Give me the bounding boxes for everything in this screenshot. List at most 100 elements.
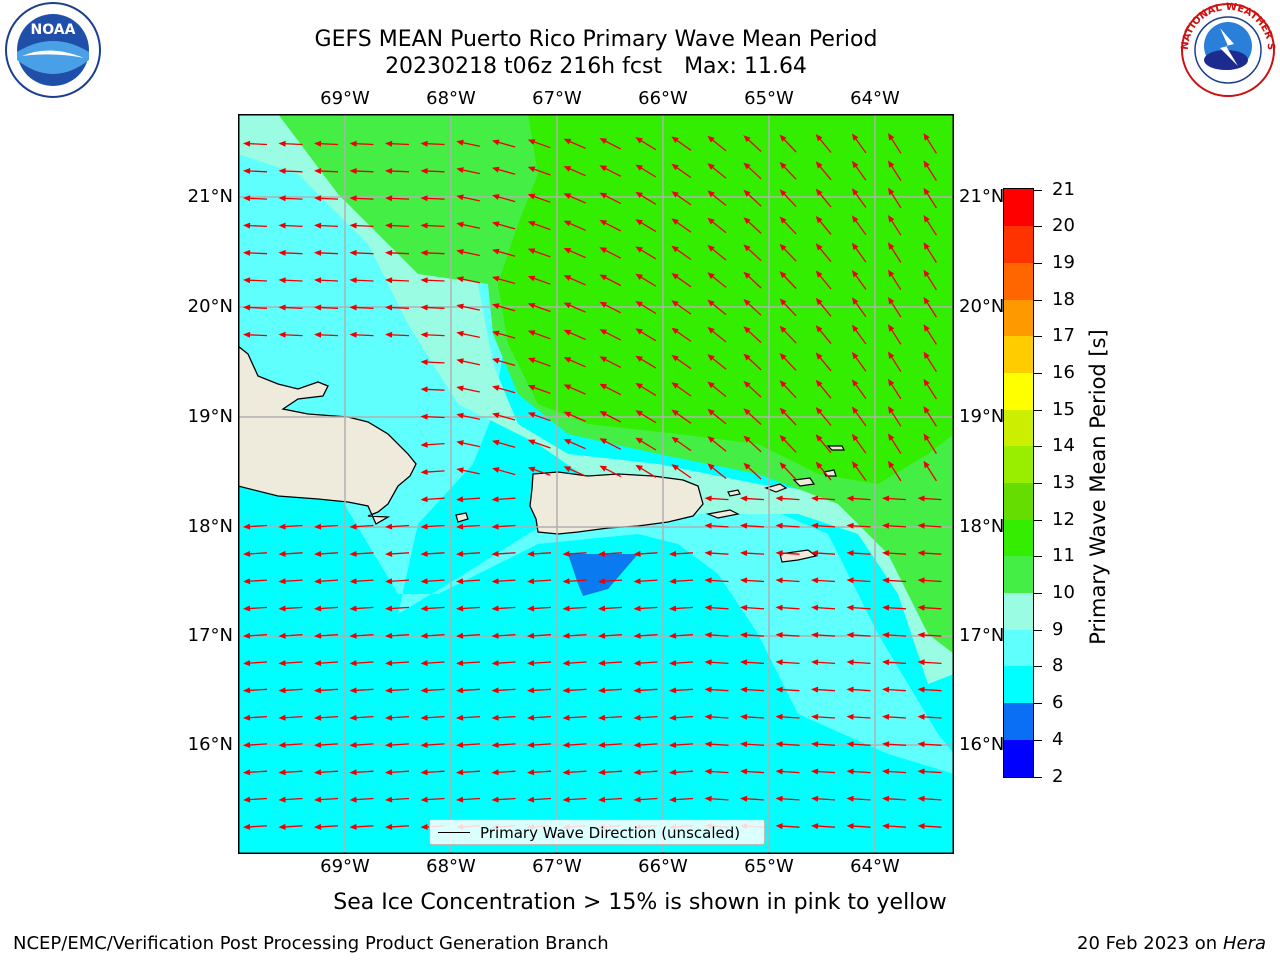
wave-direction-arrowhead [633, 687, 641, 694]
wave-direction-arrowhead [811, 577, 819, 584]
wave-direction-arrowhead [349, 523, 357, 530]
wave-direction-arrowhead [385, 742, 393, 748]
wave-direction-arrowhead [888, 406, 895, 414]
wave-direction-arrowhead [491, 632, 499, 639]
wave-direction-arrowhead [563, 466, 572, 472]
lon-label-bottom: 66°W [638, 856, 688, 877]
wave-direction-arrowhead [599, 219, 607, 226]
wave-direction-arrowhead [633, 660, 641, 667]
map-frame [238, 114, 954, 854]
wave-direction-arrowhead [846, 577, 854, 584]
colorbar-tick-label: 2 [1052, 765, 1064, 787]
lat-label-left: 17°N [187, 625, 233, 646]
colorbar-segment [1004, 299, 1033, 337]
wave-direction-arrowhead [349, 632, 357, 639]
wave-direction-arrowhead [633, 796, 641, 803]
wave-direction-arrowhead [917, 495, 925, 502]
wave-direction-arrowhead [314, 769, 322, 776]
colorbar-tick [1034, 336, 1042, 338]
colorbar-tick-label: 11 [1052, 545, 1075, 567]
wave-direction-arrowhead [314, 195, 322, 202]
wave-direction-arrowhead [671, 273, 679, 280]
wave-direction-arrowhead [815, 352, 823, 360]
wave-direction-arrowhead [278, 714, 286, 721]
colorbar-tick [1034, 409, 1042, 411]
wave-direction-arrowhead [923, 215, 930, 223]
lon-label-bottom: 65°W [744, 856, 794, 877]
colorbar-segment [1004, 519, 1033, 557]
wave-direction-arrowhead [743, 435, 751, 443]
wave-direction-arrowhead [923, 378, 930, 387]
wave-direction-arrowhead [707, 272, 715, 280]
wave-direction-arrowhead [888, 160, 895, 168]
wave-direction-arrowhead [846, 604, 854, 611]
colorbar-tick-label: 14 [1052, 435, 1075, 457]
map-canvas [238, 114, 954, 854]
wave-direction-arrowhead [917, 686, 925, 693]
wave-direction-arrowhead [815, 325, 823, 333]
wave-direction-arrowhead [243, 168, 251, 174]
wave-direction-arrowhead [349, 605, 357, 612]
wave-direction-arrowhead [811, 550, 819, 557]
wave-direction-arrowhead [456, 440, 464, 446]
wave-direction-arrowhead [846, 495, 854, 502]
wave-direction-arrowhead [420, 687, 428, 694]
wave-direction-arrowhead [563, 411, 572, 418]
wave-direction-arrowhead [314, 823, 322, 830]
lon-label-top: 67°W [532, 88, 582, 109]
wave-direction-arrowhead [278, 632, 286, 639]
wave-direction-arrowhead [888, 351, 895, 359]
wave-direction-arrowhead [385, 823, 393, 830]
wave-direction-arrowhead [527, 166, 536, 173]
wave-direction-arrowhead [562, 632, 570, 639]
wave-direction-arrowhead [314, 550, 322, 557]
wave-direction-arrowhead [243, 304, 251, 311]
colorbar-tick [1034, 483, 1042, 484]
wave-direction-arrowhead [562, 550, 570, 557]
lon-label-bottom: 67°W [532, 856, 582, 877]
wave-direction-arrowhead [740, 495, 748, 502]
wave-direction-arrowhead [815, 297, 823, 306]
footer-date: 20 Feb 2023 on [1077, 933, 1218, 954]
map-title-line1: GEFS MEAN Puerto Rico Primary Wave Mean … [314, 27, 878, 52]
wave-direction-arrowhead [743, 462, 751, 470]
wave-direction-arrowhead [775, 713, 783, 720]
wave-direction-arrowhead [385, 195, 393, 202]
wave-direction-arrowhead [385, 277, 393, 284]
wave-direction-arrowhead [707, 190, 715, 198]
wave-direction-arrowhead [243, 523, 251, 530]
wave-direction-arrowhead [599, 411, 607, 417]
wave-direction-arrowhead [278, 660, 286, 667]
wave-direction-arrowhead [420, 523, 428, 530]
wave-direction-arrowhead [420, 359, 428, 366]
wave-direction-arrowhead [349, 331, 357, 338]
wave-direction-arrowhead [385, 660, 393, 667]
wave-direction-arrowhead [888, 433, 895, 441]
wave-direction-arrowhead [243, 605, 251, 612]
wave-direction-arrowhead [420, 195, 428, 202]
wave-direction-arrowhead [846, 713, 854, 720]
wave-direction-arrowhead [779, 271, 787, 279]
wave-direction-arrowhead [671, 218, 679, 225]
wave-direction-arrowhead [779, 380, 787, 388]
wave-direction-arrowhead [598, 605, 606, 612]
vieques-island [705, 509, 740, 519]
wave-direction-arrowhead [349, 550, 357, 557]
wave-direction-arrowhead [882, 550, 890, 557]
wave-direction-arrowhead [491, 687, 499, 694]
lat-label-left: 19°N [187, 406, 233, 427]
wave-direction-arrowhead [882, 522, 890, 529]
wave-direction-arrowhead [704, 495, 712, 502]
wave-direction-arrowhead [420, 632, 428, 639]
wave-direction-arrowhead [492, 303, 500, 310]
wave-direction-arrowhead [598, 687, 606, 694]
wave-direction-arrowhead [243, 714, 251, 721]
wave-direction-arrowhead [743, 271, 751, 279]
wave-direction-arrowhead [779, 243, 787, 251]
colorbar-segment [1004, 372, 1033, 410]
wave-direction-arrowhead [815, 434, 823, 442]
colorbar-tick-label: 18 [1052, 288, 1075, 310]
colorbar-segment [1004, 482, 1033, 520]
wave-direction-arrowhead [775, 632, 783, 638]
wave-direction-arrowhead [527, 139, 536, 145]
